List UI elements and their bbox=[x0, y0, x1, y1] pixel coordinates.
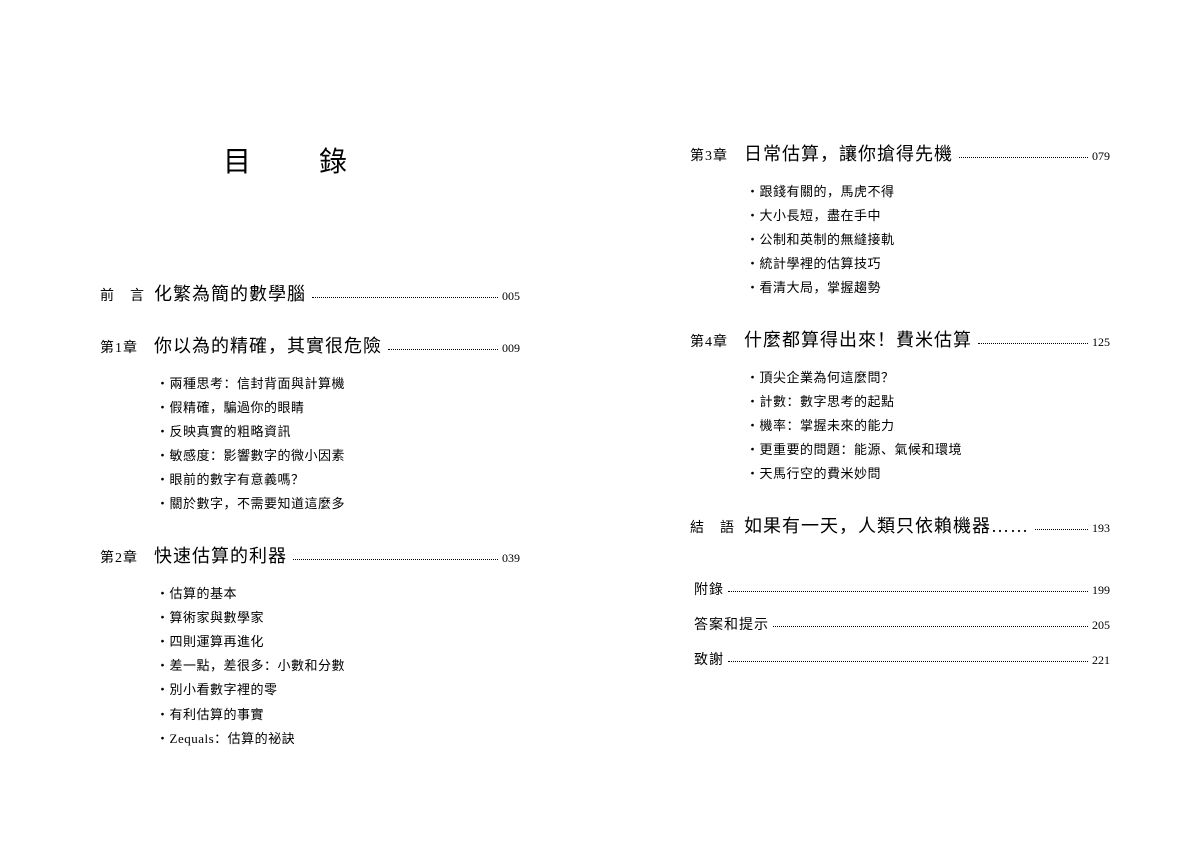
right-page: 第3章 日常估算，讓你搶得先機 079 跟錢有關的，馬虎不得 大小長短，盡在手中… bbox=[600, 0, 1200, 851]
subitem: 統計學裡的估算技巧 bbox=[750, 252, 1110, 276]
subitem: 假精確，騙過你的眼睛 bbox=[160, 396, 520, 420]
leader-dots bbox=[959, 144, 1088, 160]
page-number: 193 bbox=[1092, 521, 1110, 536]
leader-dots bbox=[978, 330, 1088, 346]
subitems: 兩種思考：信封背面與計算機 假精確，騙過你的眼睛 反映真實的粗略資訊 敏感度：影… bbox=[160, 372, 520, 516]
appendix-group: 附錄 199 答案和提示 205 致謝 221 bbox=[694, 578, 1110, 669]
appendix-item: 致謝 221 bbox=[694, 648, 1110, 669]
subitem: 機率：掌握未來的能力 bbox=[750, 414, 1110, 438]
section-ch4: 第4章 什麼都算得出來！費米估算 125 頂尖企業為何這麼問？ 計數：數字思考的… bbox=[690, 326, 1110, 486]
page-number: 005 bbox=[502, 289, 520, 304]
section-header: 致謝 221 bbox=[694, 648, 1110, 669]
section-title: 快速估算的利器 bbox=[154, 542, 287, 568]
section-header: 第2章 快速估算的利器 039 bbox=[100, 542, 520, 568]
leader-dots bbox=[728, 578, 1088, 594]
section-label: 第3章 bbox=[690, 145, 744, 165]
section-title: 你以為的精確，其實很危險 bbox=[154, 332, 382, 358]
section-conclusion: 結 語 如果有一天，人類只依賴機器…… 193 bbox=[690, 512, 1110, 538]
section-title: 什麼都算得出來！費米估算 bbox=[744, 326, 972, 352]
appendix-item: 答案和提示 205 bbox=[694, 613, 1110, 634]
subitem: 有利估算的事實 bbox=[160, 703, 520, 727]
section-header: 第4章 什麼都算得出來！費米估算 125 bbox=[690, 326, 1110, 352]
page-number: 079 bbox=[1092, 149, 1110, 164]
subitem: 差一點，差很多：小數和分數 bbox=[160, 654, 520, 678]
subitem: 四則運算再進化 bbox=[160, 630, 520, 654]
subitem: 天馬行空的費米妙問 bbox=[750, 462, 1110, 486]
subitem: 反映真實的粗略資訊 bbox=[160, 420, 520, 444]
section-label: 第4章 bbox=[690, 331, 744, 351]
leader-dots bbox=[293, 546, 498, 562]
page-number: 125 bbox=[1092, 335, 1110, 350]
section-preface: 前 言 化繁為簡的數學腦 005 bbox=[100, 280, 520, 306]
page-number: 199 bbox=[1092, 583, 1110, 598]
section-header: 前 言 化繁為簡的數學腦 005 bbox=[100, 280, 520, 306]
subitem: 敏感度：影響數字的微小因素 bbox=[160, 444, 520, 468]
section-header: 第3章 日常估算，讓你搶得先機 079 bbox=[690, 140, 1110, 166]
appendix-label: 附錄 bbox=[694, 579, 724, 599]
subitem: 大小長短，盡在手中 bbox=[750, 204, 1110, 228]
leader-dots bbox=[1035, 516, 1088, 532]
subitem: 看清大局，掌握趨勢 bbox=[750, 276, 1110, 300]
section-header: 附錄 199 bbox=[694, 578, 1110, 599]
section-title: 化繁為簡的數學腦 bbox=[154, 280, 306, 306]
leader-dots bbox=[312, 284, 498, 300]
subitem: 頂尖企業為何這麼問？ bbox=[750, 366, 1110, 390]
appendix-item: 附錄 199 bbox=[694, 578, 1110, 599]
subitem: 關於數字，不需要知道這麼多 bbox=[160, 492, 520, 516]
page-number: 221 bbox=[1092, 653, 1110, 668]
section-header: 答案和提示 205 bbox=[694, 613, 1110, 634]
subitems: 估算的基本 算術家與數學家 四則運算再進化 差一點，差很多：小數和分數 別小看數… bbox=[160, 582, 520, 750]
section-label: 前 言 bbox=[100, 285, 154, 305]
section-ch2: 第2章 快速估算的利器 039 估算的基本 算術家與數學家 四則運算再進化 差一… bbox=[100, 542, 520, 750]
subitem: 別小看數字裡的零 bbox=[160, 678, 520, 702]
left-page: 目 錄 前 言 化繁為簡的數學腦 005 第1章 你以為的精確，其實很危險 00… bbox=[0, 0, 600, 851]
section-ch3: 第3章 日常估算，讓你搶得先機 079 跟錢有關的，馬虎不得 大小長短，盡在手中… bbox=[690, 140, 1110, 300]
page-number: 205 bbox=[1092, 618, 1110, 633]
subitems: 跟錢有關的，馬虎不得 大小長短，盡在手中 公制和英制的無縫接軌 統計學裡的估算技… bbox=[750, 180, 1110, 300]
subitem: 估算的基本 bbox=[160, 582, 520, 606]
section-ch1: 第1章 你以為的精確，其實很危險 009 兩種思考：信封背面與計算機 假精確，騙… bbox=[100, 332, 520, 516]
subitem: Zequals：估算的祕訣 bbox=[160, 727, 520, 751]
section-title: 如果有一天，人類只依賴機器…… bbox=[744, 512, 1029, 538]
subitem: 計數：數字思考的起點 bbox=[750, 390, 1110, 414]
subitem: 公制和英制的無縫接軌 bbox=[750, 228, 1110, 252]
toc-title: 目 錄 bbox=[70, 140, 520, 180]
leader-dots bbox=[773, 613, 1088, 629]
section-header: 結 語 如果有一天，人類只依賴機器…… 193 bbox=[690, 512, 1110, 538]
subitem: 眼前的數字有意義嗎？ bbox=[160, 468, 520, 492]
subitem: 跟錢有關的，馬虎不得 bbox=[750, 180, 1110, 204]
subitems: 頂尖企業為何這麼問？ 計數：數字思考的起點 機率：掌握未來的能力 更重要的問題：… bbox=[750, 366, 1110, 486]
section-header: 第1章 你以為的精確，其實很危險 009 bbox=[100, 332, 520, 358]
page-number: 039 bbox=[502, 551, 520, 566]
leader-dots bbox=[728, 648, 1088, 664]
section-label: 結 語 bbox=[690, 517, 744, 537]
appendix-label: 答案和提示 bbox=[694, 614, 769, 634]
leader-dots bbox=[388, 336, 498, 352]
appendix-label: 致謝 bbox=[694, 649, 724, 669]
subitem: 兩種思考：信封背面與計算機 bbox=[160, 372, 520, 396]
subitem: 更重要的問題：能源、氣候和環境 bbox=[750, 438, 1110, 462]
page-number: 009 bbox=[502, 341, 520, 356]
section-title: 日常估算，讓你搶得先機 bbox=[744, 140, 953, 166]
subitem: 算術家與數學家 bbox=[160, 606, 520, 630]
section-label: 第1章 bbox=[100, 337, 154, 357]
section-label: 第2章 bbox=[100, 547, 154, 567]
